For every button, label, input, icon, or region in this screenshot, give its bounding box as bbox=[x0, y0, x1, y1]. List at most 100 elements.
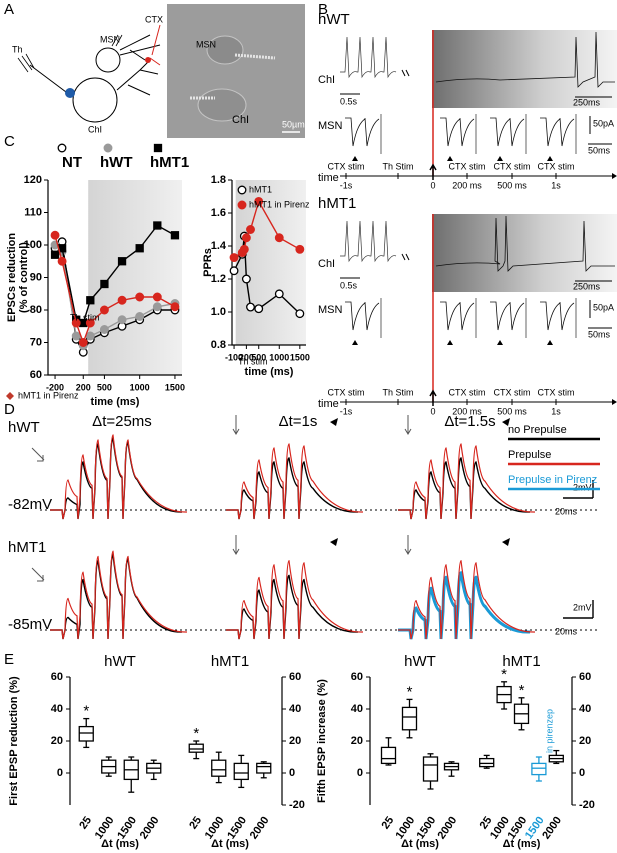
box bbox=[78, 725, 94, 742]
point bbox=[71, 331, 81, 341]
box bbox=[479, 757, 495, 768]
point bbox=[50, 230, 60, 240]
x-tick-label: 500 bbox=[251, 352, 266, 362]
trace bbox=[340, 36, 397, 79]
arrow bbox=[232, 415, 240, 435]
legend-label: Prepulse in Pirenz bbox=[508, 474, 597, 486]
legend-label: hMT1 bbox=[150, 154, 189, 171]
x-tick-label: -100 bbox=[225, 352, 243, 362]
y-axis-label: EPSCs reduction bbox=[6, 233, 18, 323]
trace bbox=[540, 301, 575, 331]
point bbox=[246, 225, 255, 234]
arrow bbox=[612, 173, 617, 179]
x-tick-label: 1000 bbox=[269, 352, 289, 362]
x-tick-label: 2000 bbox=[540, 815, 564, 842]
box-note: in pirenzep bbox=[544, 709, 554, 753]
y-tick-label: 1.8 bbox=[211, 174, 226, 186]
annotation: Th stim bbox=[70, 312, 100, 322]
label: ChI bbox=[318, 74, 335, 86]
arrow bbox=[404, 535, 412, 555]
x-tick-label: 2000 bbox=[435, 815, 459, 842]
panel-label: B bbox=[318, 1, 328, 18]
trace bbox=[398, 560, 536, 640]
trace bbox=[435, 215, 615, 272]
point bbox=[254, 196, 264, 206]
significance: * bbox=[501, 666, 507, 683]
marker bbox=[497, 156, 503, 161]
group-title: hWT bbox=[318, 11, 350, 28]
point bbox=[152, 302, 162, 312]
chart-title: hMT1 bbox=[502, 653, 540, 670]
synapse bbox=[65, 88, 75, 98]
x-axis-label: time (ms) bbox=[245, 366, 294, 378]
row-title: hWT bbox=[8, 419, 40, 436]
y-tick-label: 0 bbox=[289, 767, 295, 779]
point bbox=[85, 331, 95, 341]
y-tick-label: 40 bbox=[579, 703, 591, 715]
point bbox=[295, 309, 305, 319]
event-label: CTX stim bbox=[494, 161, 531, 171]
event-label: CTX stim bbox=[494, 387, 531, 397]
point bbox=[117, 295, 127, 305]
point bbox=[229, 253, 239, 262]
y-tick-label: 0 bbox=[579, 767, 585, 779]
trace bbox=[398, 457, 531, 520]
y-tick-label: 60 bbox=[30, 369, 42, 381]
x-axis-label: Δt (ms) bbox=[211, 838, 249, 850]
event-time: 200 ms bbox=[452, 180, 482, 190]
y-tick-label: 20 bbox=[351, 735, 363, 747]
legend-marker bbox=[153, 143, 163, 153]
label: ChI bbox=[318, 258, 335, 270]
event-time: 0 bbox=[430, 180, 435, 190]
label: 50ms bbox=[588, 145, 611, 155]
legend-label: no Prepulse bbox=[508, 424, 567, 436]
group-title: hMT1 bbox=[318, 195, 356, 212]
event-time: -1s bbox=[340, 406, 353, 416]
y-tick-label: 70 bbox=[30, 336, 42, 348]
marker bbox=[447, 340, 453, 345]
label: MSN bbox=[318, 304, 343, 316]
row-title: hMT1 bbox=[8, 539, 46, 556]
x-tick-label: 1500 bbox=[290, 352, 310, 362]
label: 0.5s bbox=[340, 280, 358, 290]
x-tick-label: 200 bbox=[76, 382, 91, 392]
trace bbox=[50, 553, 183, 640]
significance: * bbox=[407, 683, 413, 700]
label: ChI bbox=[88, 124, 102, 134]
y-axis-label: PPRs bbox=[202, 248, 214, 277]
point bbox=[153, 221, 162, 230]
box bbox=[233, 762, 249, 781]
point bbox=[135, 244, 144, 253]
marker bbox=[352, 156, 358, 161]
label: 50pA bbox=[593, 118, 614, 128]
arrow bbox=[429, 163, 437, 180]
condition-title: Δt=1s bbox=[279, 413, 318, 430]
x-tick-label: 1000 bbox=[130, 382, 150, 392]
y-tick-label: 40 bbox=[289, 703, 301, 715]
point bbox=[50, 250, 60, 259]
point bbox=[241, 274, 251, 284]
legend-label: hWT bbox=[100, 154, 132, 171]
marker bbox=[330, 538, 338, 546]
pipette bbox=[234, 53, 276, 60]
significance: * bbox=[193, 725, 199, 742]
marker bbox=[502, 418, 510, 426]
arrow bbox=[31, 567, 45, 582]
chart-title: hMT1 bbox=[211, 653, 249, 670]
marker bbox=[547, 340, 553, 345]
y-tick-label: 100 bbox=[24, 239, 42, 251]
chart-title: hWT bbox=[404, 653, 436, 670]
event-time: 500 ms bbox=[497, 406, 527, 416]
label: Th bbox=[12, 44, 23, 54]
event-time: 1s bbox=[551, 180, 561, 190]
arrow bbox=[232, 535, 240, 555]
y-tick-label: -20 bbox=[579, 799, 595, 811]
legend-label: Prepulse bbox=[508, 449, 551, 461]
point bbox=[71, 318, 81, 328]
point bbox=[241, 233, 251, 243]
label: 50pA bbox=[593, 302, 614, 312]
panel-label: E bbox=[4, 651, 14, 668]
x-axis-label: Δt (ms) bbox=[401, 838, 439, 850]
legend-label: NT bbox=[62, 154, 82, 171]
